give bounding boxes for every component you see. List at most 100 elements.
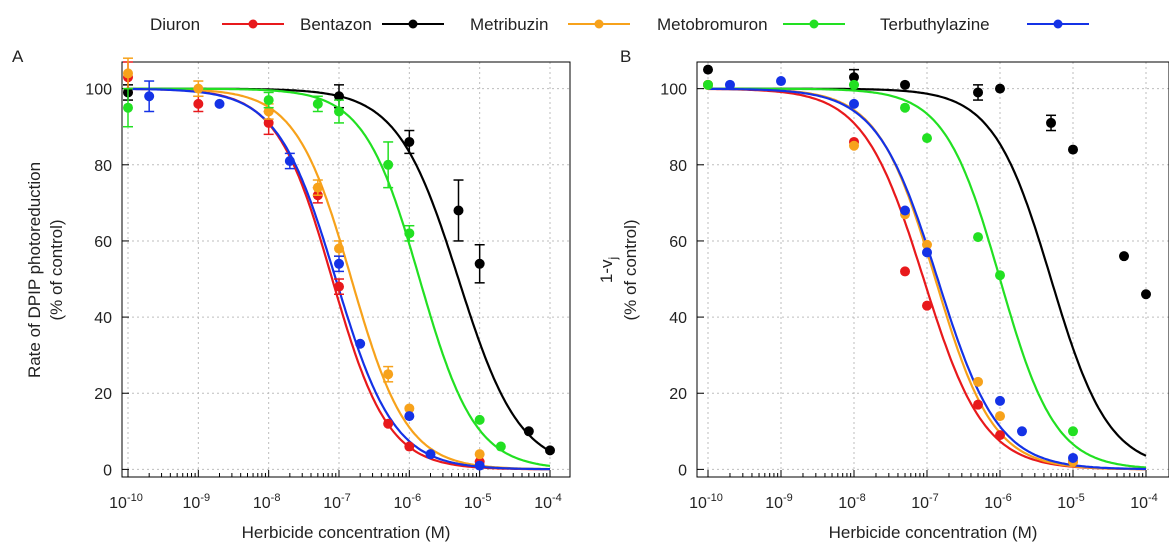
data-point-bentazon bbox=[1068, 144, 1078, 155]
x-tick-label: 10-8 bbox=[838, 492, 866, 512]
x-tick-label: 10-10 bbox=[109, 492, 143, 512]
panel-b-x-axis-title: Herbicide concentration (M) bbox=[829, 523, 1038, 542]
panel-b: B 0 20 40 60 80 100 10-10 10-9 10-8 10-7 10-6 10-5 1… bbox=[597, 47, 1169, 542]
data-point-metribuzin bbox=[263, 106, 274, 117]
legend-swatch-bentazon bbox=[382, 19, 444, 29]
y-tick-label: 100 bbox=[660, 82, 687, 99]
legend-swatch-metobromuron bbox=[783, 19, 845, 29]
data-point-metobromuron bbox=[263, 95, 274, 106]
data-point-metobromuron bbox=[922, 133, 932, 144]
legend-label-bentazon: Bentazon bbox=[300, 15, 372, 34]
data-point-metobromuron bbox=[334, 106, 344, 117]
x-tick-label: 10-10 bbox=[689, 492, 723, 512]
panel-a-ticks: 0 20 40 60 80 100 10-10 10-9 10-8 10-7 10-6 10-5 10-… bbox=[85, 82, 561, 512]
data-point-bentazon bbox=[545, 445, 555, 456]
fit-curve-metobromuron bbox=[708, 87, 1147, 469]
data-point-terbuthylazine bbox=[474, 460, 485, 471]
x-tick-label: 10-6 bbox=[984, 492, 1012, 512]
data-point-metobromuron bbox=[973, 232, 984, 243]
data-point-metribuzin bbox=[922, 239, 932, 250]
panel-b-y-axis-title-sub: j bbox=[606, 257, 620, 261]
data-point-bentazon bbox=[973, 87, 984, 98]
data-point-terbuthylazine bbox=[849, 98, 859, 109]
x-tick-label: 10-5 bbox=[464, 492, 492, 512]
y-tick-label: 80 bbox=[669, 158, 687, 175]
legend-swatch-metribuzin bbox=[568, 19, 630, 29]
data-point-terbuthylazine bbox=[900, 205, 911, 216]
data-point-terbuthylazine bbox=[922, 247, 932, 258]
data-point-metribuzin bbox=[193, 83, 204, 94]
data-point-metobromuron bbox=[900, 102, 911, 113]
y-tick-label: 20 bbox=[94, 386, 112, 403]
data-point-terbuthylazine bbox=[776, 76, 786, 87]
panel-b-y-axis-title-line1: 1-vj bbox=[597, 257, 620, 283]
data-point-metobromuron bbox=[495, 441, 506, 452]
data-point-bentazon bbox=[703, 64, 713, 75]
data-point-metobromuron bbox=[849, 79, 859, 90]
y-tick-label: 0 bbox=[678, 462, 687, 479]
data-point-metribuzin bbox=[334, 243, 344, 254]
data-point-bentazon bbox=[995, 83, 1005, 94]
data-point-diuron bbox=[922, 300, 932, 311]
data-point-diuron bbox=[334, 281, 344, 292]
data-point-diuron bbox=[404, 441, 415, 452]
x-tick-label: 10-8 bbox=[253, 492, 281, 512]
data-point-metribuzin bbox=[404, 403, 415, 414]
data-point-terbuthylazine bbox=[334, 258, 344, 269]
y-tick-label: 20 bbox=[669, 386, 687, 403]
legend-label-metobromuron: Metobromuron bbox=[657, 15, 768, 34]
data-point-metribuzin bbox=[312, 182, 323, 193]
panel-b-letter: B bbox=[620, 47, 631, 66]
data-point-metobromuron bbox=[1068, 426, 1078, 437]
data-point-terbuthylazine bbox=[425, 449, 436, 460]
data-point-bentazon bbox=[334, 91, 344, 102]
data-point-terbuthylazine bbox=[284, 155, 295, 166]
panel-b-points bbox=[703, 64, 1151, 467]
data-point-diuron bbox=[900, 266, 911, 277]
data-point-bentazon bbox=[900, 79, 911, 90]
data-point-bentazon bbox=[453, 205, 464, 216]
data-point-bentazon bbox=[1046, 117, 1057, 128]
panel-a-points bbox=[123, 57, 555, 471]
legend-swatch-diuron bbox=[222, 19, 284, 29]
data-point-metribuzin bbox=[474, 449, 485, 460]
legend-label-terbuthylazine: Terbuthylazine bbox=[880, 15, 990, 34]
data-point-diuron bbox=[193, 98, 204, 109]
data-point-diuron bbox=[383, 418, 394, 429]
legend: Diuron Bentazon Metribuzin Metobromuron … bbox=[150, 15, 1089, 34]
y-tick-label: 0 bbox=[103, 462, 112, 479]
data-point-diuron bbox=[973, 399, 984, 410]
data-point-metobromuron bbox=[474, 414, 485, 425]
x-tick-label: 10-5 bbox=[1057, 492, 1085, 512]
data-point-terbuthylazine bbox=[144, 91, 155, 102]
data-point-metobromuron bbox=[703, 79, 713, 90]
y-tick-label: 100 bbox=[85, 82, 112, 99]
data-point-terbuthylazine bbox=[355, 338, 366, 349]
panel-b-ticks: 0 20 40 60 80 100 10-10 10-9 10-8 10-7 10-6 10-5 10-… bbox=[660, 82, 1157, 512]
data-point-metribuzin bbox=[849, 140, 859, 151]
data-point-bentazon bbox=[1141, 289, 1151, 300]
panel-b-grid bbox=[697, 62, 1169, 477]
y-tick-label: 60 bbox=[94, 234, 112, 251]
x-tick-label: 10-9 bbox=[183, 492, 211, 512]
data-point-diuron bbox=[263, 117, 274, 128]
data-point-terbuthylazine bbox=[1016, 426, 1027, 437]
data-point-metobromuron bbox=[312, 98, 323, 109]
legend-label-metribuzin: Metribuzin bbox=[470, 15, 548, 34]
panel-a-plot-frame bbox=[121, 61, 571, 478]
panel-b-y-axis-title-line2: (% of control) bbox=[621, 219, 640, 320]
data-point-bentazon bbox=[474, 258, 485, 269]
data-point-bentazon bbox=[849, 72, 859, 83]
data-point-terbuthylazine bbox=[404, 411, 415, 422]
x-tick-label: 10-4 bbox=[534, 492, 562, 512]
panel-a-y-axis-title-line2: (% of control) bbox=[47, 219, 66, 320]
data-point-diuron bbox=[995, 430, 1005, 441]
data-point-metribuzin bbox=[383, 369, 394, 380]
x-tick-label: 10-6 bbox=[394, 492, 422, 512]
y-tick-label: 80 bbox=[94, 158, 112, 175]
panel-a-x-axis-title: Herbicide concentration (M) bbox=[242, 523, 451, 542]
data-point-terbuthylazine bbox=[214, 98, 225, 109]
x-tick-label: 10-7 bbox=[911, 492, 939, 512]
panel-a: A 0 20 40 60 80 100 10-10 10-9 10-8 10-7 10-6 10-5 1… bbox=[12, 47, 571, 542]
